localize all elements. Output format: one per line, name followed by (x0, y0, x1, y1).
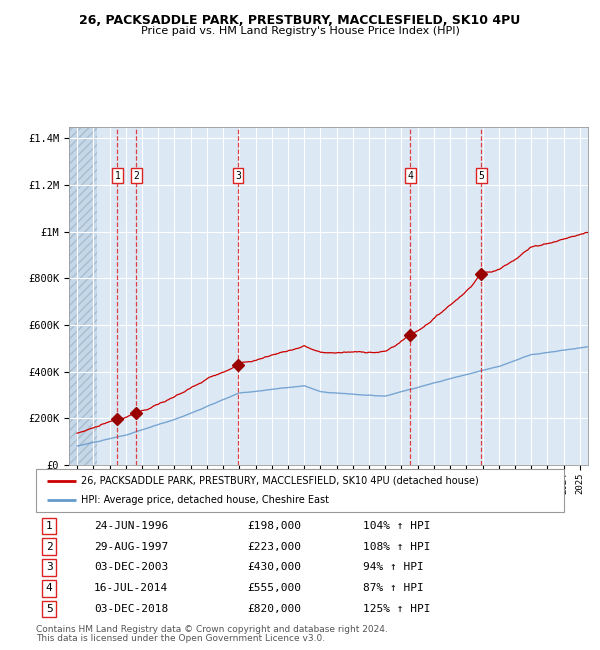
Text: £555,000: £555,000 (247, 583, 301, 593)
Text: 125% ↑ HPI: 125% ↑ HPI (364, 604, 431, 614)
Text: £430,000: £430,000 (247, 562, 301, 573)
Text: 29-AUG-1997: 29-AUG-1997 (94, 541, 169, 552)
Text: 108% ↑ HPI: 108% ↑ HPI (364, 541, 431, 552)
Text: 1: 1 (115, 171, 120, 181)
Text: This data is licensed under the Open Government Licence v3.0.: This data is licensed under the Open Gov… (36, 634, 325, 644)
Text: 3: 3 (235, 171, 241, 181)
Text: Price paid vs. HM Land Registry's House Price Index (HPI): Price paid vs. HM Land Registry's House … (140, 26, 460, 36)
Text: 3: 3 (46, 562, 53, 573)
Text: 5: 5 (46, 604, 53, 614)
Text: Contains HM Land Registry data © Crown copyright and database right 2024.: Contains HM Land Registry data © Crown c… (36, 625, 388, 634)
Text: 03-DEC-2018: 03-DEC-2018 (94, 604, 169, 614)
Text: 26, PACKSADDLE PARK, PRESTBURY, MACCLESFIELD, SK10 4PU: 26, PACKSADDLE PARK, PRESTBURY, MACCLESF… (79, 14, 521, 27)
Text: £198,000: £198,000 (247, 521, 301, 531)
Text: 2: 2 (134, 171, 139, 181)
Text: 4: 4 (46, 583, 53, 593)
Text: £223,000: £223,000 (247, 541, 301, 552)
Text: HPI: Average price, detached house, Cheshire East: HPI: Average price, detached house, Ches… (81, 495, 329, 505)
Text: 5: 5 (478, 171, 484, 181)
Text: 87% ↑ HPI: 87% ↑ HPI (364, 583, 424, 593)
Bar (69, 127, 97, 465)
FancyBboxPatch shape (36, 469, 564, 512)
Text: 26, PACKSADDLE PARK, PRESTBURY, MACCLESFIELD, SK10 4PU (detached house): 26, PACKSADDLE PARK, PRESTBURY, MACCLESF… (81, 476, 479, 486)
Text: 24-JUN-1996: 24-JUN-1996 (94, 521, 169, 531)
Text: 1: 1 (46, 521, 53, 531)
Text: 16-JUL-2014: 16-JUL-2014 (94, 583, 169, 593)
Text: 104% ↑ HPI: 104% ↑ HPI (364, 521, 431, 531)
Text: 94% ↑ HPI: 94% ↑ HPI (364, 562, 424, 573)
Text: 2: 2 (46, 541, 53, 552)
Text: 03-DEC-2003: 03-DEC-2003 (94, 562, 169, 573)
Text: £820,000: £820,000 (247, 604, 301, 614)
Text: 4: 4 (407, 171, 413, 181)
